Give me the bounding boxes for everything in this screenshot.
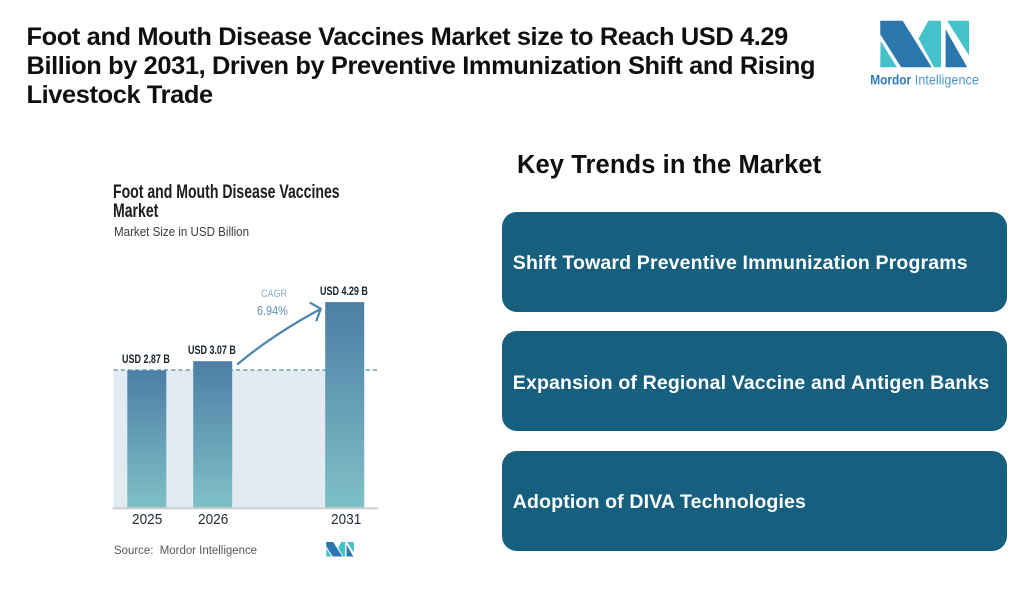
svg-text:Intelligence: Intelligence — [915, 72, 979, 87]
svg-text:Mordor: Mordor — [870, 72, 912, 87]
